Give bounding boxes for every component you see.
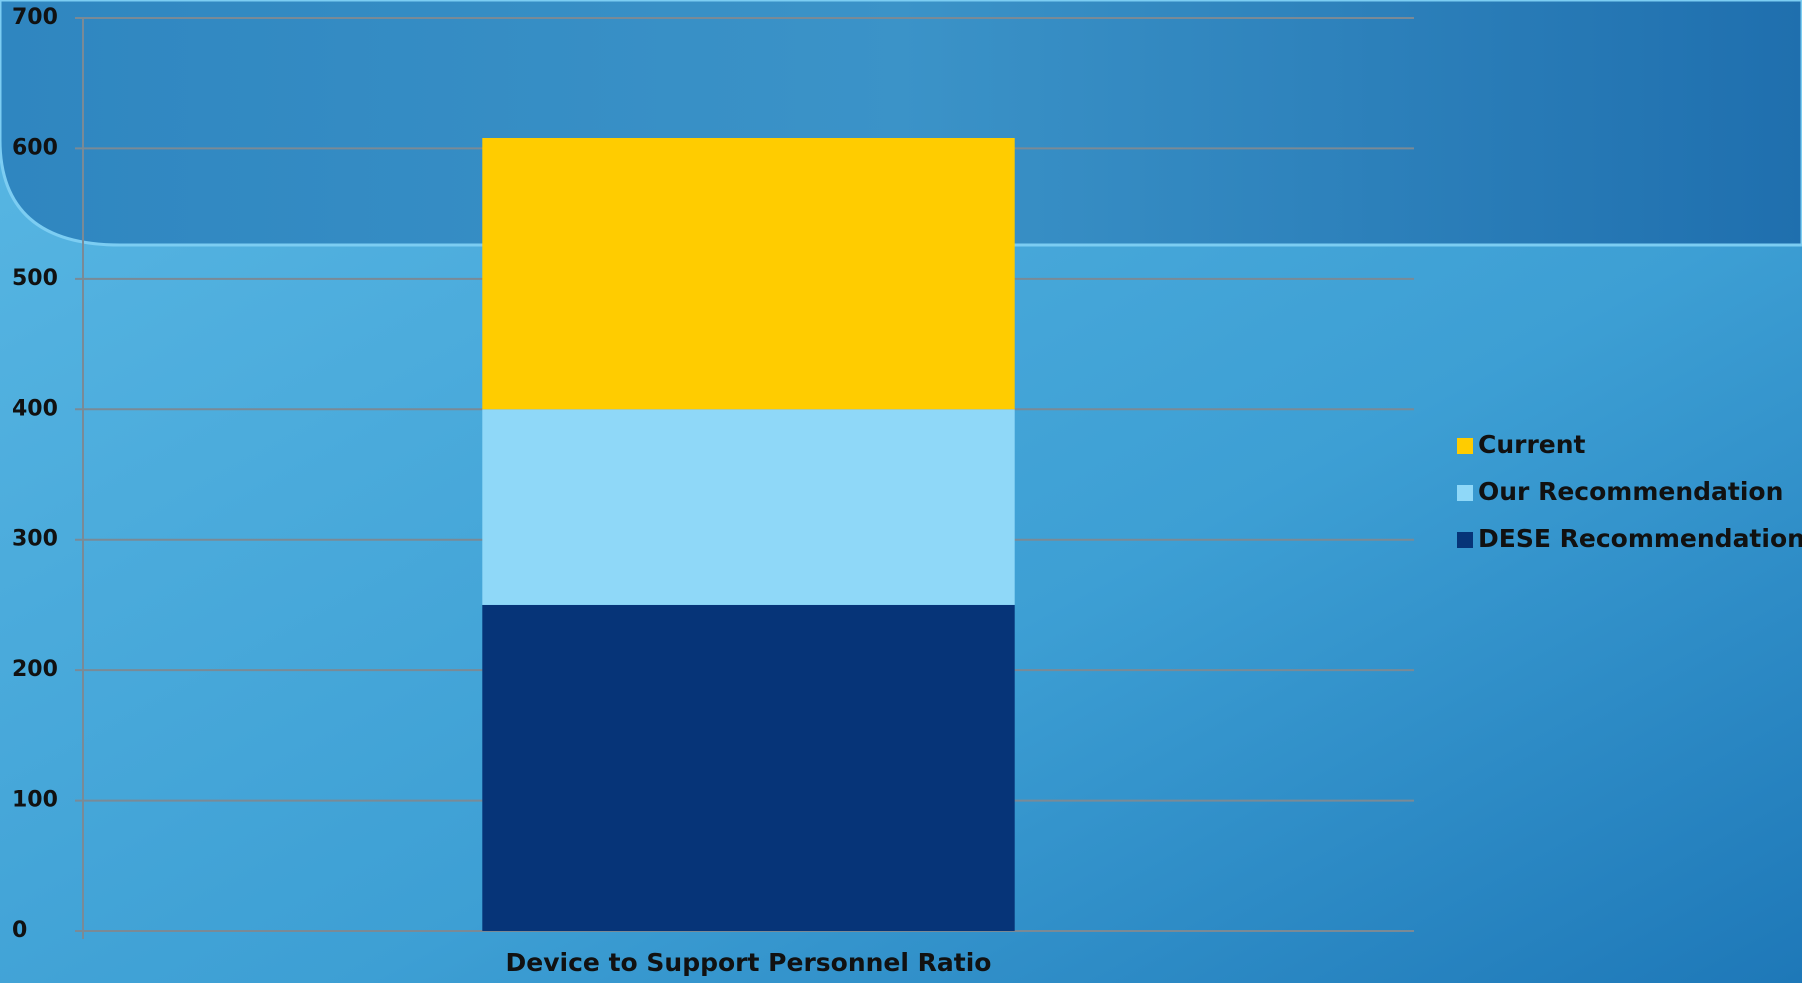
y-tick-label: 100: [12, 788, 58, 813]
legend-swatch: [1457, 438, 1473, 454]
y-tick-label: 0: [12, 918, 27, 943]
bar-segment: [482, 409, 1015, 605]
header-band: [0, 0, 1802, 247]
bar-segment: [482, 604, 1015, 931]
legend-label: Our Recommendation: [1478, 477, 1783, 506]
bar-segment: [482, 137, 1015, 410]
legend-swatch: [1457, 532, 1473, 548]
y-tick-label: 600: [12, 135, 58, 160]
legend-label: DESE Recommendation: [1478, 524, 1802, 553]
y-tick-label: 200: [12, 657, 58, 682]
legend-label: Current: [1478, 430, 1586, 459]
y-tick-label: 700: [12, 5, 58, 30]
legend-swatch: [1457, 485, 1473, 501]
x-tick-label: Device to Support Personnel Ratio: [506, 948, 992, 977]
y-tick-label: 300: [12, 527, 58, 552]
y-tick-label: 500: [12, 266, 58, 291]
y-tick-label: 400: [12, 396, 58, 421]
